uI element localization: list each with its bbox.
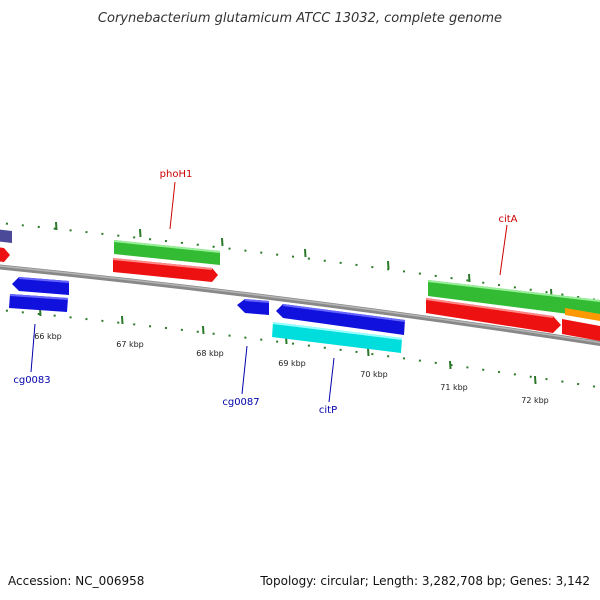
gene-label-citA[interactable]: citA [498,214,517,225]
citA-cds[interactable] [426,298,561,333]
tick-label: 71 kbp [440,383,468,392]
major-tick [202,325,205,335]
cg0087-cds[interactable] [237,299,269,315]
tick-label: 67 kbp [116,340,144,349]
cg0083-leader [30,323,36,373]
tick-label: 68 kbp [196,349,224,358]
major-tick [139,228,142,238]
major-tick [221,237,224,247]
forward-strand-features [0,229,600,341]
label-leader-lines [30,181,508,403]
citA-leader [499,224,508,276]
major-tick [387,260,390,270]
major-tick [449,360,452,370]
major-tick [55,221,58,231]
adjacent-cds-forward[interactable] [562,319,600,341]
reverse-strand-features [9,277,406,353]
phoH1-leader [169,181,176,230]
tick-label: 72 kbp [521,396,549,405]
genome-info-text: Topology: circular; Length: 3,282,708 bp… [259,574,590,588]
gene-label-citP[interactable]: citP [319,405,337,416]
partial-cds-forward[interactable] [0,247,10,262]
phoH1-gene[interactable] [114,240,220,265]
partial-feature-purple[interactable] [0,229,12,243]
major-tick [121,315,124,325]
gene-label-cg0087[interactable]: cg0087 [222,397,259,408]
map-title: Corynebacterium glutamicum ATCC 13032, c… [98,11,502,26]
gene-label-phoH1[interactable]: phoH1 [160,169,193,180]
genome-backbone [0,264,600,346]
adjacent-feature-orange[interactable] [565,308,600,321]
major-tick [304,248,307,258]
tick-labels: 66 kbp 67 kbp 68 kbp 69 kbp 70 kbp 71 kb… [34,332,549,405]
tick-label: 70 kbp [360,370,388,379]
major-ticks [39,221,553,385]
major-tick [367,347,370,357]
citP-leader [328,357,335,403]
tick-label: 69 kbp [278,359,306,368]
phoH1-cds[interactable] [113,258,218,282]
citP-cds[interactable] [276,304,405,335]
citA-gene[interactable] [428,280,600,318]
gene-labels: phoH1 citA cg0083 cg0087 citP [13,169,517,416]
major-tick [534,375,537,385]
citP-gene[interactable] [272,322,402,353]
accession-text: Accession: NC_006958 [8,574,144,588]
cg0087-leader [241,345,248,395]
gene-label-cg0083[interactable]: cg0083 [13,375,50,386]
tick-label: 66 kbp [34,332,62,341]
major-tick [468,273,471,283]
